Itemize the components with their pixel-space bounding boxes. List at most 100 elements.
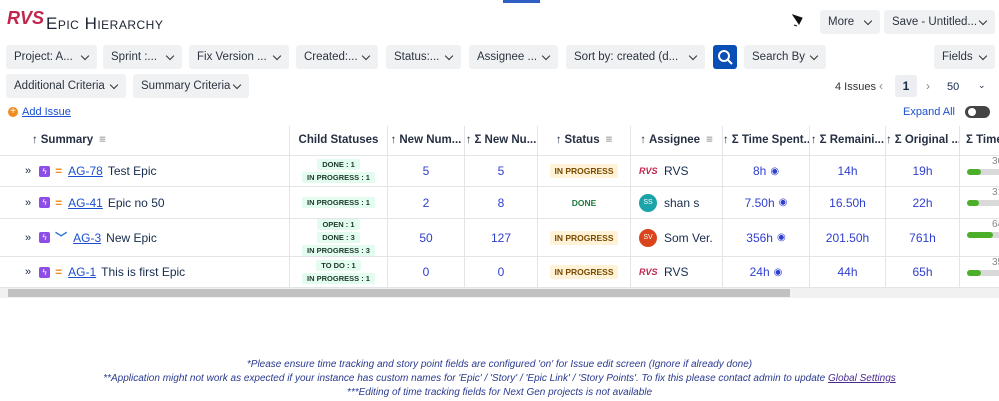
assignee-avatar: SV [639,228,657,247]
issue-key[interactable]: AG-41 [68,195,103,210]
original: 65h [912,265,933,279]
filter-dropdown[interactable]: Sort by: created (d... [566,45,705,69]
epic-icon: ϟ [39,165,51,177]
sort-icon: ↑ [640,134,646,146]
time-spent[interactable]: 24h [749,265,770,279]
column-header[interactable]: ↑ Σ New Nu... [465,126,538,155]
child-status: IN PROGRESS : 1 [302,172,375,183]
child-status: DONE : 1 [317,159,360,170]
table-cell: 14h [810,155,886,186]
table-cell: 7.50h ◉ [723,186,810,218]
status-badge: IN PROGRESS [550,164,618,178]
time-percent: 35 [992,257,999,268]
search-by-dropdown[interactable]: Search By [744,45,826,69]
more-button[interactable]: More [820,10,880,34]
column-header[interactable]: ↑ Summary ≡ [0,126,290,155]
column-label: Assignee [648,134,701,146]
view-icon[interactable]: ◉ [776,232,786,243]
original: 19h [912,164,933,178]
column-header[interactable]: ↑ New Num... [388,126,465,155]
search-button[interactable] [713,45,737,69]
issue-key[interactable]: AG-78 [68,164,103,178]
issue-key[interactable]: AG-1 [68,265,97,279]
filter-dropdown[interactable]: Created:... [296,45,378,69]
view-icon[interactable]: ◉ [778,197,788,208]
table-cell: 31 [960,186,999,218]
table-cell: IN PROGRESS : 1 [290,186,388,218]
current-page[interactable]: 1 [895,75,917,97]
add-issue-link[interactable]: Add Issue [22,106,71,118]
column-header[interactable]: ↑ Σ Remaini... [810,126,886,155]
time-spent[interactable]: 356h [746,230,773,245]
sum-new-num: 5 [497,164,505,178]
assignee-name: shan s [664,195,700,210]
table-cell: 356h ◉ [723,218,810,256]
sort-icon: ↑ [723,134,729,146]
filter-dropdown[interactable]: Status:... [386,45,461,69]
new-num: 2 [422,195,430,210]
page-size[interactable]: 50 [947,81,960,93]
expand-row[interactable]: » [25,165,32,177]
fields-dropdown[interactable]: Fields [934,45,995,69]
column-header[interactable]: Child Statuses [290,126,388,155]
scrollbar-thumb[interactable] [8,289,790,297]
table-cell: OPEN : 1 DONE : 3 IN PROGRESS : 3 [290,218,388,256]
table-cell: SS shan s [631,186,723,218]
column-label: Σ Time Spent... [731,134,810,146]
table-cell: 8h ◉ [723,155,810,186]
original: 22h [912,195,933,210]
filter-dropdown[interactable]: Project: A... [6,45,97,69]
view-icon[interactable]: ◉ [773,266,783,278]
table-cell: 2 [388,186,465,218]
expand-row[interactable]: » [25,231,32,244]
time-percent: 36 [992,156,999,167]
notification-icon[interactable] [790,13,804,27]
table-cell: 22h [886,186,960,218]
column-label: Σ Remaini... [819,134,885,146]
filter-dropdown[interactable]: Fix Version ... [189,45,289,69]
view-icon[interactable]: ◉ [770,165,780,177]
table-cell: RVS RVS [631,256,723,287]
sum-new-num: 127 [490,230,512,245]
column-header[interactable]: ↑ Σ Original ... [886,126,960,155]
table-cell: 201.50h [810,218,886,256]
child-status: IN PROGRESS : 3 [302,245,375,256]
progress-track [967,169,999,175]
remaining: 44h [837,265,858,279]
table-cell: 5 [465,155,538,186]
assignee-avatar: RVS [639,267,658,277]
save-button[interactable]: Save - Untitled... [884,10,995,34]
column-header[interactable]: Σ Time [960,126,999,155]
remaining: 201.50h [825,230,870,245]
status-badge: IN PROGRESS [550,265,618,279]
progress-track [967,232,999,238]
criteria-dropdown[interactable]: Summary Criteria [133,74,249,98]
expand-row[interactable]: » [25,196,32,209]
column-header[interactable]: ↑ Status ≡ [538,126,631,155]
filter-dropdown[interactable]: Sprint :... [103,45,182,69]
time-spent[interactable]: 8h [752,164,767,178]
filter-dropdown[interactable]: Assignee ... [469,45,558,69]
table-cell: 44h [810,256,886,287]
next-page[interactable]: › [926,79,930,93]
progress-bar [967,200,980,206]
original: 761h [909,230,936,245]
global-settings-link[interactable]: Global Settings [827,373,896,384]
expand-all-label: Expand All [903,106,955,118]
page-size-chevron: ⌄ [978,80,986,90]
assignee-name: RVS [664,265,689,279]
time-spent[interactable]: 7.50h [744,195,775,210]
assignee-avatar: SS [639,193,657,212]
criteria-dropdown[interactable]: Additional Criteria [6,74,126,98]
prev-page[interactable]: ‹ [879,79,883,93]
remaining: 16.50h [829,195,866,210]
column-label: New Num... [399,134,462,146]
column-header[interactable]: ↑ Σ Time Spent... [723,126,810,155]
issue-key[interactable]: AG-3 [73,230,102,245]
expand-toggle[interactable] [965,106,990,118]
table-cell: » ϟ = AG-78 Test Epic [0,155,290,186]
expand-row[interactable]: » [25,266,32,278]
sort-icon: ↑ [810,134,817,146]
priority-icon: ﹀ [55,231,68,245]
column-header[interactable]: ↑ Assignee ≡ [631,126,723,155]
